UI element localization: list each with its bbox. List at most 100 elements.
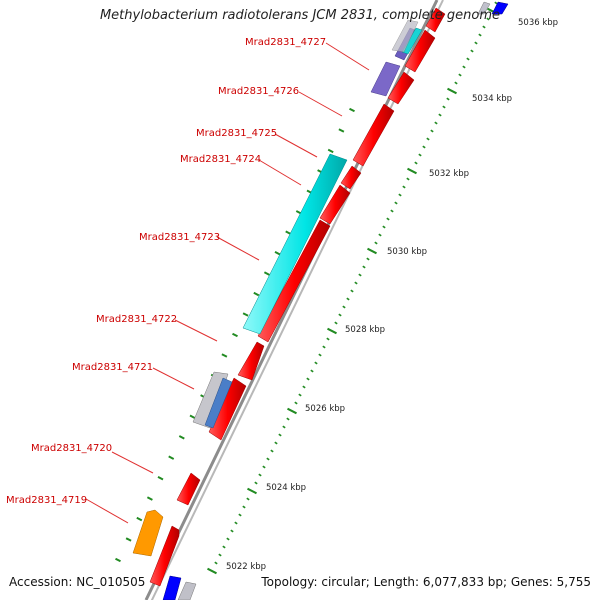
scale-dot [282,425,286,429]
gene-reverse-cyan[interactable] [242,153,348,335]
scale-dot [318,353,322,357]
scale-dot [270,449,274,453]
scale-dot [362,265,366,269]
scale-dot [246,497,250,501]
scale-dot [358,273,362,277]
gene-reverse-gray[interactable] [391,19,419,53]
scale-dot [458,73,462,77]
gene-forward[interactable] [425,7,446,33]
gene-reverse-gray[interactable] [192,371,229,429]
genome-summary-text: Topology: circular; Length: 6,077,833 bp… [261,575,591,589]
scale-label-5036: 5036 kbp [518,18,558,28]
scale-dot [430,129,434,133]
gene-reverse-purple[interactable] [370,61,401,97]
reverse-genes [132,1,509,600]
scale-major-tick [327,327,337,335]
scale-major-tick [407,167,417,175]
reverse-track-dot [349,107,355,113]
gene-forward[interactable] [257,219,331,343]
gene-forward[interactable] [387,71,415,105]
gene-forward[interactable] [149,525,180,587]
scale-label-5030: 5030 kbp [387,247,427,257]
gene-reverse-blue[interactable] [162,575,182,600]
gene-forward[interactable] [352,103,395,167]
gene-forward[interactable] [319,184,351,225]
reverse-track-dot [136,516,143,522]
scale-dot [242,505,246,509]
scale-dot [230,529,234,533]
scale-dot [470,49,474,53]
scale-dot [234,521,238,525]
gene-forward[interactable] [340,165,362,190]
scale-major-tick [207,567,217,575]
gene-label[interactable]: Mrad2831_4724 [180,154,261,165]
scale-label-5034: 5034 kbp [472,94,512,104]
reverse-track-dot [327,148,334,154]
reverse-track-dot [178,435,185,440]
scale-dot [310,369,314,373]
scale-dot [350,289,354,293]
scale-dot [298,393,302,397]
scale-dot [426,137,430,141]
gene-label[interactable]: Mrad2831_4726 [218,86,299,97]
reverse-track-dot [189,414,196,419]
reverse-track-dot [125,537,132,542]
scale-dot [418,153,422,157]
gene-label[interactable]: Mrad2831_4721 [72,362,153,373]
reverse-track-dot [285,230,292,235]
scale-dot [478,33,482,37]
gene-label[interactable]: Mrad2831_4719 [6,495,87,506]
scale-major-tick [247,487,257,495]
scale-major-tick [447,87,457,95]
scale-dot [222,545,226,549]
scale-dot [294,401,298,405]
scale-label-5032: 5032 kbp [429,169,469,179]
scale-dot [342,305,346,309]
scale-dot [226,537,230,541]
scale-dot [482,25,486,29]
gene-forward[interactable] [404,29,436,73]
gene-label[interactable]: Mrad2831_4723 [139,232,220,243]
gene-reverse-orange[interactable] [132,509,164,557]
gene-label[interactable]: Mrad2831_4722 [96,314,177,325]
scale-dot [466,57,470,61]
scale-dot [214,561,218,565]
scale-dot [302,385,306,389]
gene-reverse-blue[interactable] [491,1,509,15]
reverse-track-dot [338,128,345,133]
gene-label[interactable]: Mrad2831_4720 [31,443,112,454]
scale-dot [454,81,458,85]
gene-forward[interactable] [237,341,265,381]
gene-label[interactable]: Mrad2831_4727 [245,37,326,48]
scale-labels: 5022 kbp 5024 kbp 5026 kbp 5028 kbp 5030… [226,18,558,572]
reverse-track-dot [168,455,175,460]
scale-dot [286,417,290,421]
gene-reverse-gray[interactable] [477,1,491,15]
scale-major-ticks [207,7,497,575]
accession-text: Accession: NC_010505 [9,575,146,589]
scale-dot [274,441,278,445]
scale-label-5024: 5024 kbp [266,483,306,493]
scale-dot [486,17,490,21]
scale-dot [262,465,266,469]
forward-genes [149,7,446,587]
scale-dot [266,457,270,461]
scale-dot [314,361,318,365]
scale-dot [334,321,338,325]
gene-reverse-gray[interactable] [177,581,197,600]
reverse-track-dot [146,496,153,501]
scale-dot [474,41,478,45]
scale-dot [462,65,466,69]
scale-dot [374,241,378,245]
gene-reverse-blue[interactable] [204,377,233,429]
gene-forward[interactable] [176,472,201,506]
scale-dot [354,281,358,285]
scale-dot [366,257,370,261]
scale-dot [218,553,222,557]
scale-dot [326,337,330,341]
axis-line-outer [144,0,439,600]
scale-dot [254,481,258,485]
scale-label-5026: 5026 kbp [305,404,345,414]
gene-label[interactable]: Mrad2831_4725 [196,128,277,139]
